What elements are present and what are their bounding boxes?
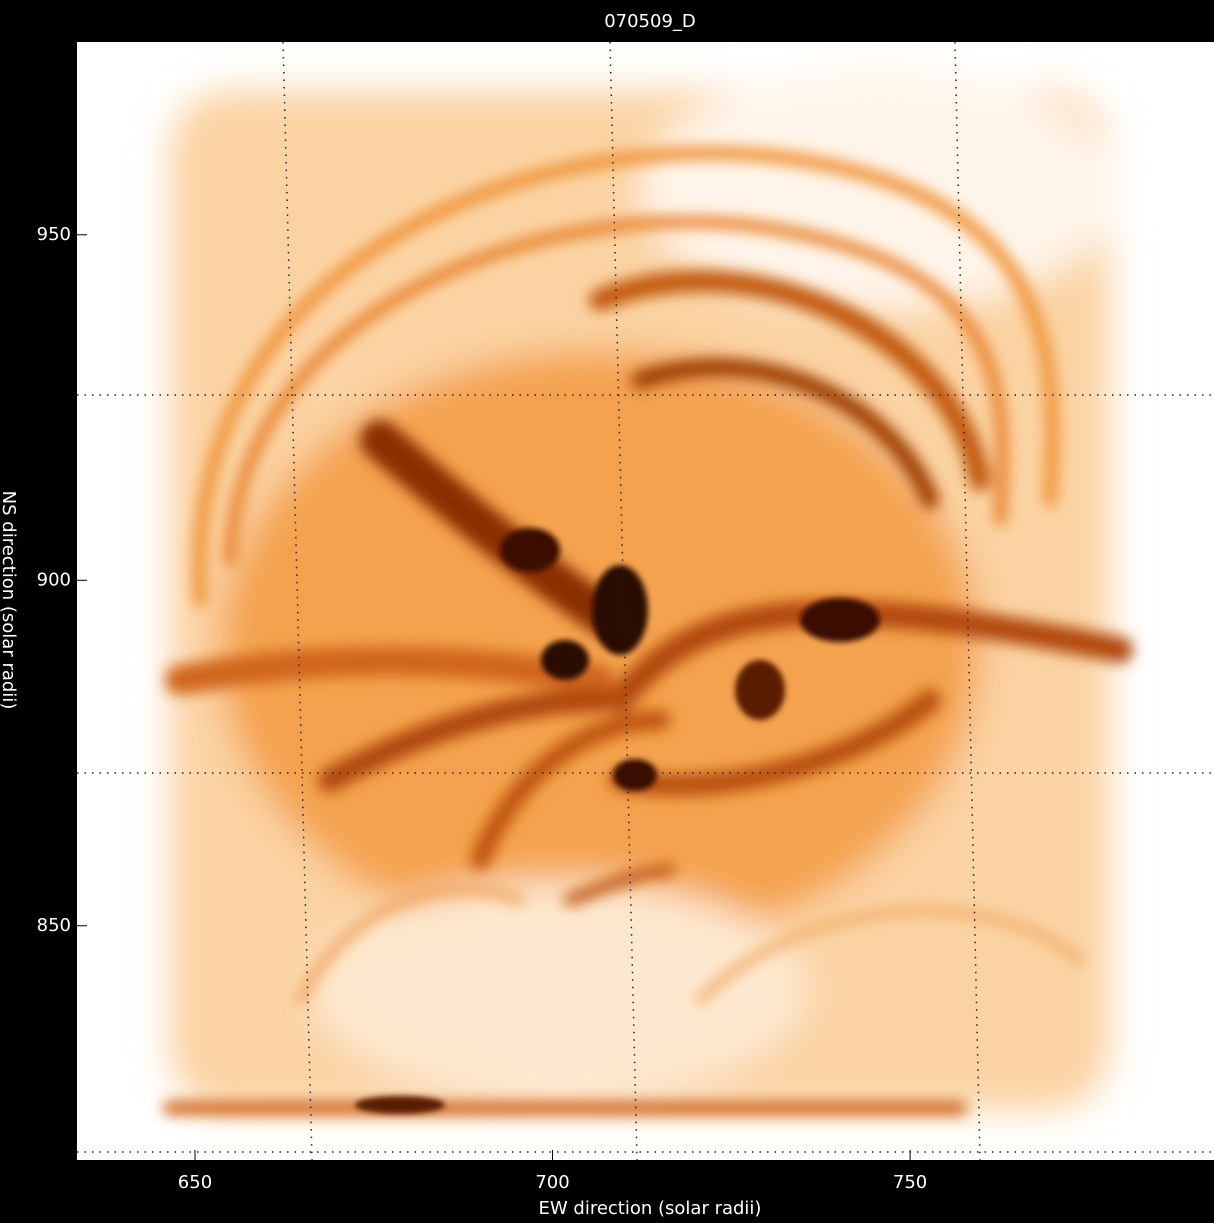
dark-core: [735, 660, 785, 720]
y-tick-label: 900: [37, 569, 71, 590]
x-tick-label: 750: [893, 1172, 927, 1193]
chart-title: 070509_D: [604, 11, 696, 32]
x-tick-label: 700: [535, 1172, 569, 1193]
dark-core: [541, 640, 589, 680]
dark-core: [592, 565, 648, 655]
x-tick-label: 650: [178, 1172, 212, 1193]
y-tick-label: 950: [37, 224, 71, 245]
dark-core: [355, 1096, 445, 1114]
chart: 070509_D EW direction (solar radii) NS d…: [0, 0, 1214, 1223]
dark-core: [613, 759, 657, 791]
dark-core: [500, 528, 560, 572]
y-tick-label: 850: [37, 915, 71, 936]
y-axis-label: NS direction (solar radii): [0, 491, 19, 710]
solar-image: [170, 70, 1120, 1114]
x-axis-label: EW direction (solar radii): [539, 1198, 762, 1219]
dark-core: [800, 598, 880, 642]
